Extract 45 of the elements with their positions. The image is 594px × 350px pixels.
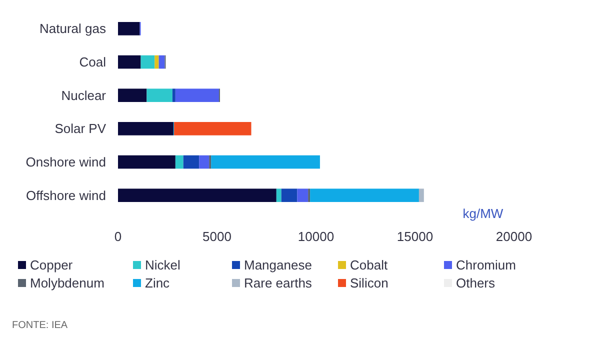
bar [172,88,176,102]
bar [118,188,276,202]
bar [281,188,298,202]
x-tick-label: 10000 [298,229,334,244]
legend-label: Silicon [350,276,388,291]
bar [199,155,210,169]
x-tick-label: 5000 [202,229,232,244]
bar [154,55,159,69]
bar [118,55,141,69]
bar [211,155,320,169]
legend-label: Molybdenum [30,276,104,291]
bar [118,88,147,102]
legend-label: Zinc [145,276,170,291]
bar [158,55,165,69]
bar [276,188,282,202]
x-tick-label: 15000 [396,229,434,244]
y-tick-label: Onshore wind [26,154,106,170]
legend-label: Others [456,276,496,291]
y-tick-label: Natural gas [40,21,106,36]
bar [418,188,424,202]
x-tick-label: 0 [114,229,122,244]
bar [183,155,200,169]
bar [140,55,155,69]
y-tick-label: Offshore wind [26,188,106,203]
x-tick-label: 20000 [496,229,532,244]
bar [118,22,140,36]
bar [175,88,219,102]
y-tick-label: Coal [79,54,106,70]
x-axis-title: kg/MW [462,206,504,221]
source-note: FONTE: IEA [12,320,68,331]
bar [310,188,419,202]
bar [174,122,252,136]
bar [175,155,184,169]
bar [118,122,174,136]
legend-label: Chromium [456,258,516,273]
legend-label: Rare earths [244,276,312,291]
bar [118,155,176,169]
legend-label: Nickel [145,258,181,273]
y-tick-label: Nuclear [61,88,107,103]
legend-label: Manganese [244,258,312,273]
y-tick-label: Solar PV [54,121,106,136]
legend-label: Cobalt [350,258,388,273]
bar [146,88,172,102]
legend-label: Copper [30,258,74,273]
bar [297,188,308,202]
